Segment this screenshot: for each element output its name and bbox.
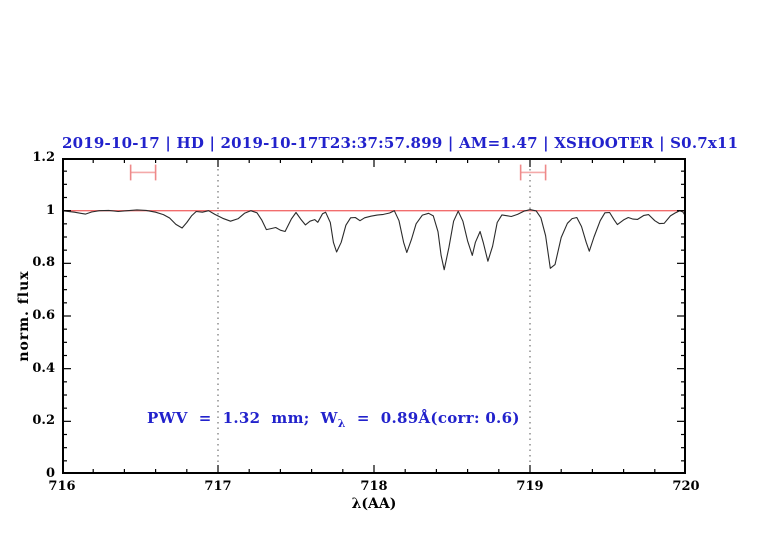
x-tick-label: 718 <box>360 479 388 494</box>
spectrum-plot <box>62 158 686 474</box>
x-axis-label: λ(AA) <box>351 496 397 512</box>
y-tick-label: 1 <box>45 202 55 218</box>
y-axis-label: norm. flux <box>16 270 32 362</box>
x-tick-label: 719 <box>516 479 544 494</box>
x-tick-label: 720 <box>672 479 700 494</box>
figure-title: 2019-10-17 | HD | 2019-10-17T23:37:57.89… <box>62 134 739 152</box>
pwv-annotation: PWV = 1.32 mm; Wλ = 0.89Å(corr: 0.6) <box>147 409 520 430</box>
x-tick-label: 717 <box>204 479 232 494</box>
y-tick-label: 0.2 <box>32 413 55 429</box>
pwv-annotation-subscript: λ <box>337 417 346 430</box>
y-tick-label: 0.4 <box>32 360 55 376</box>
pwv-annotation-suffix: = 0.89Å(corr: 0.6) <box>345 409 520 427</box>
y-tick-label: 1.2 <box>32 150 55 165</box>
pwv-annotation-prefix: PWV = 1.32 mm; W <box>147 409 338 427</box>
y-tick-label: 0.8 <box>32 255 55 271</box>
y-tick-label: 0 <box>45 466 55 481</box>
plot-frame <box>62 158 686 474</box>
x-tick-label: 716 <box>48 479 76 494</box>
spectrum-line <box>62 209 686 271</box>
y-tick-label: 0.6 <box>32 308 55 323</box>
